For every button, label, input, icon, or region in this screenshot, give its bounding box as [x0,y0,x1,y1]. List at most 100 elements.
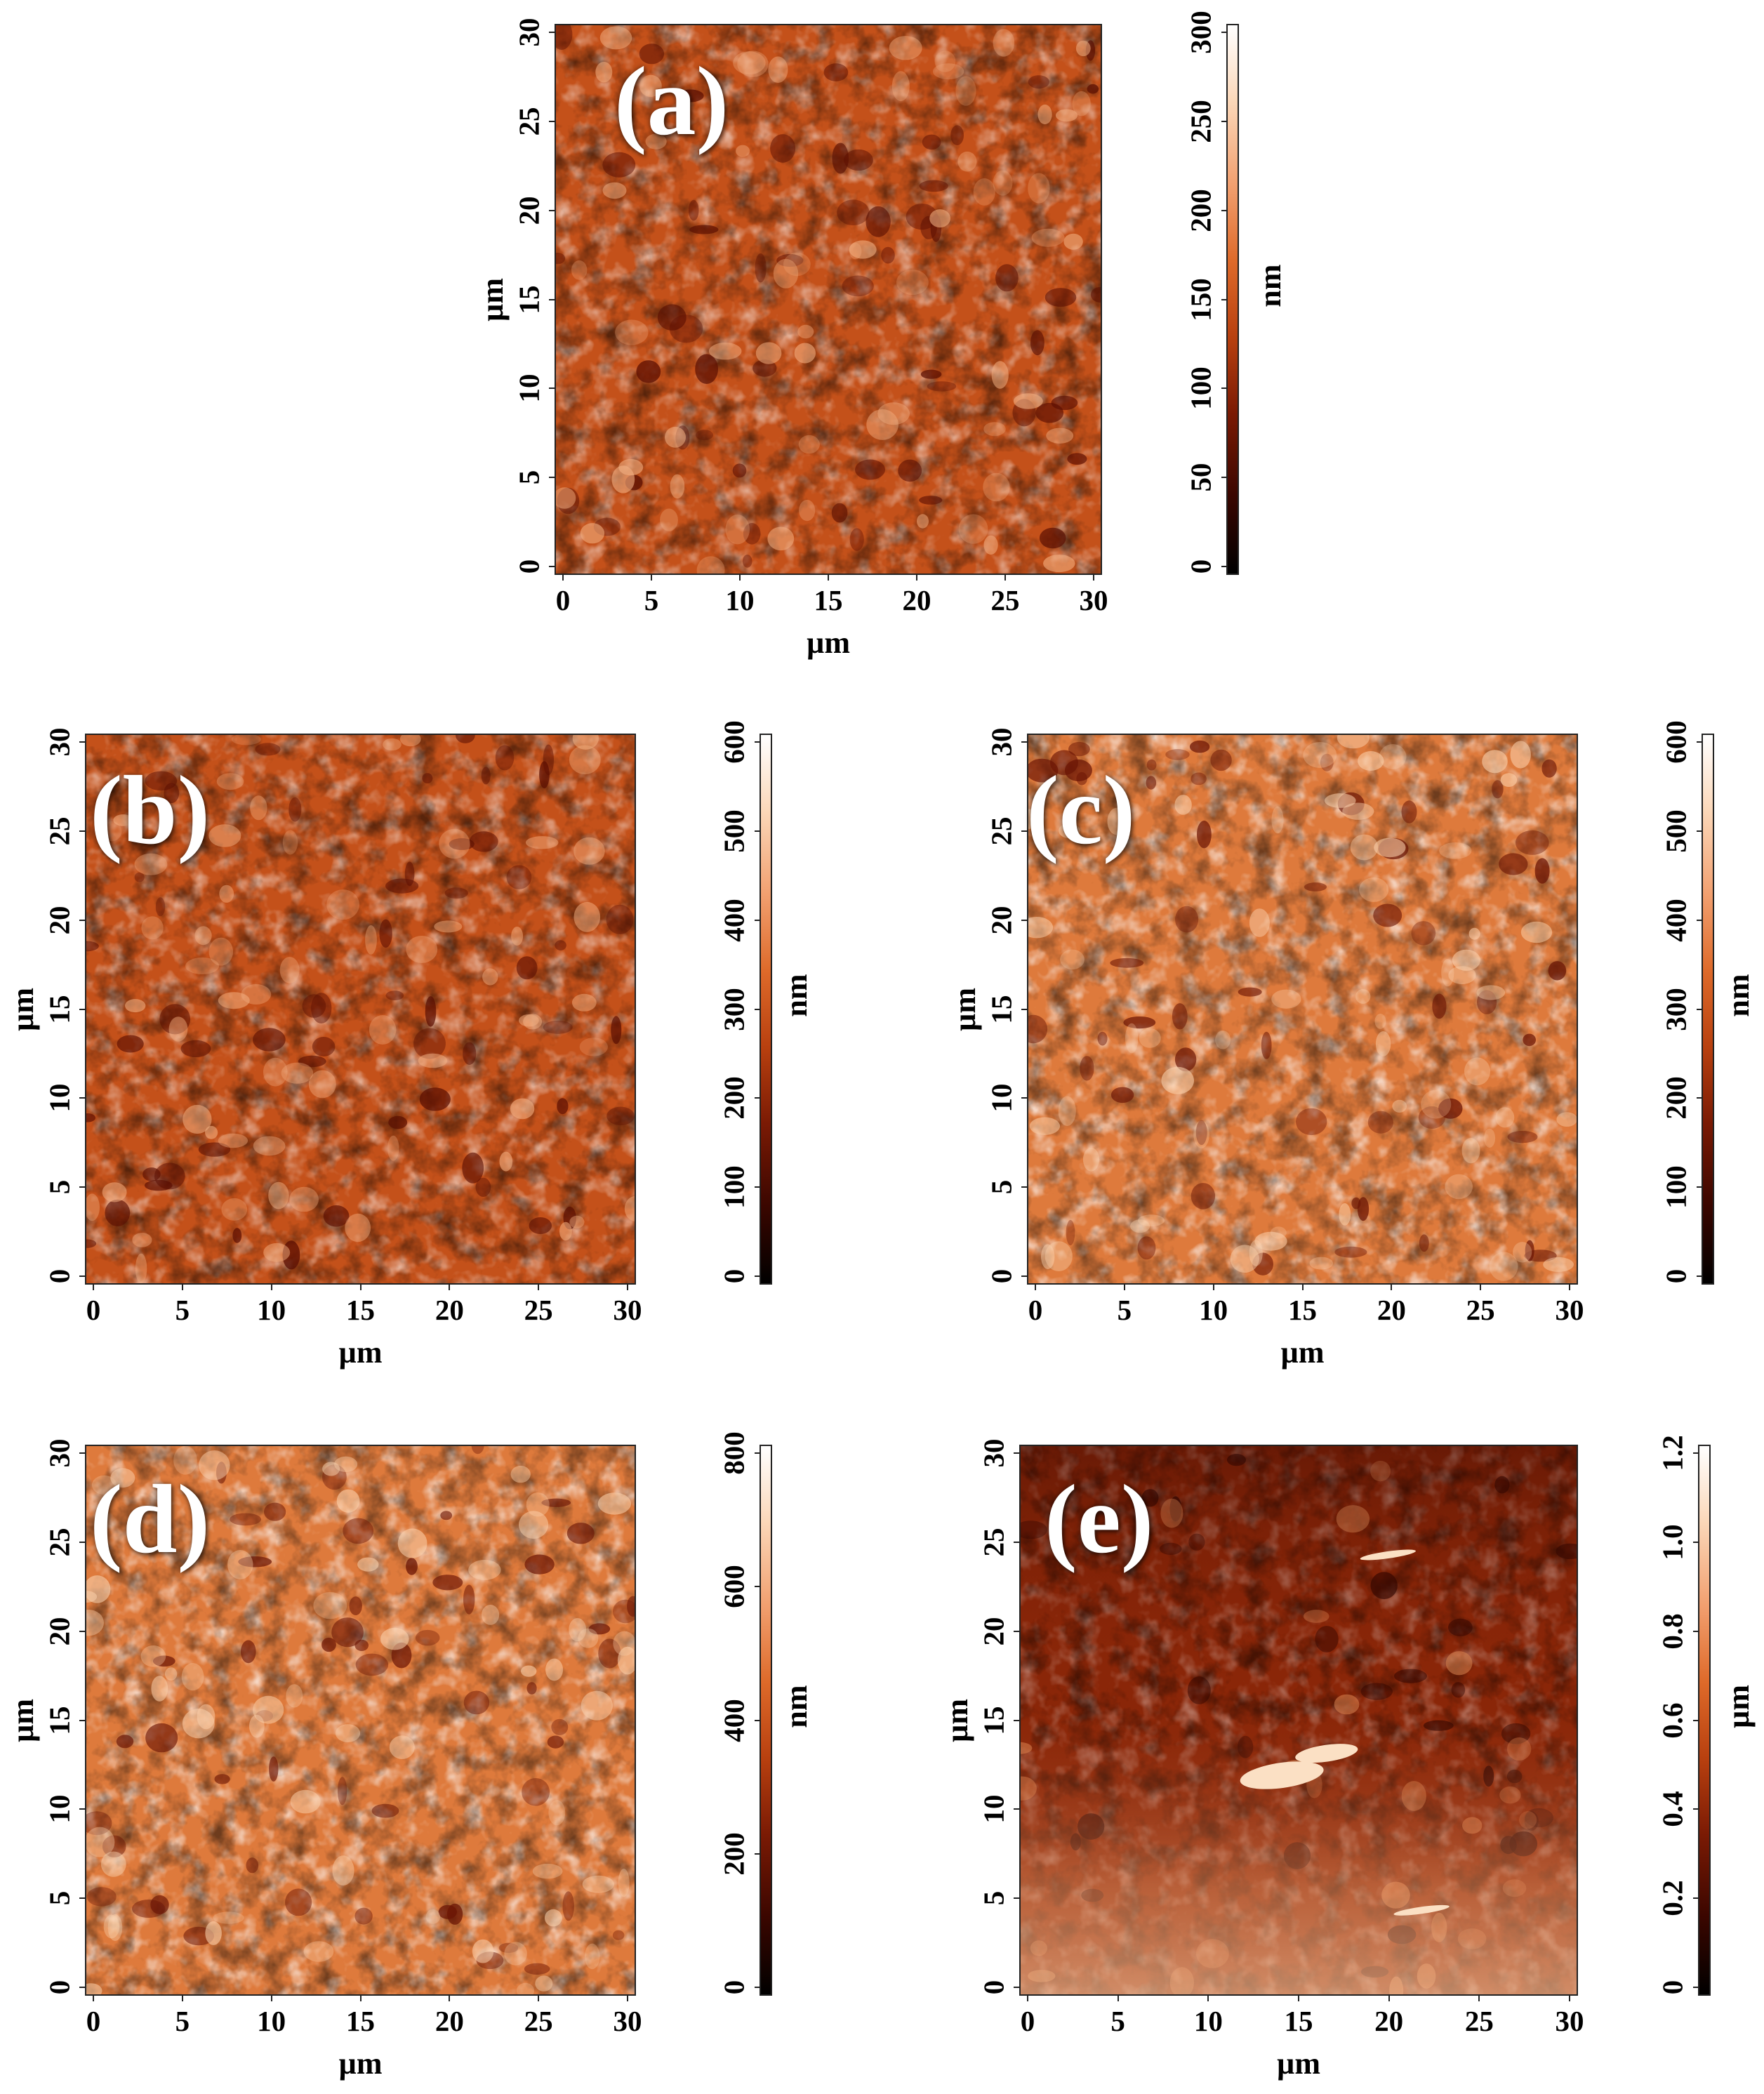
colorbar-tick-label: 250 [1184,100,1217,143]
y-tick-mark [79,1452,85,1454]
y-tick-mark [1014,1541,1019,1543]
plot-frame-c [1027,734,1578,1285]
y-tick-mark [1021,1008,1027,1010]
x-tick-label: 5 [644,584,659,616]
x-tick-mark [1123,1285,1125,1290]
colorbar-tick-mark [755,1853,760,1855]
x-tick-mark [627,1285,628,1290]
afm-surface-texture [1027,734,1578,1285]
x-tick-label: 20 [435,2005,464,2037]
x-tick-mark [538,1996,540,2001]
colorbar-tick-mark [755,741,760,743]
y-axis-title-c: µm [948,987,982,1031]
plot-frame-a [555,24,1102,575]
x-axis-title-e: µm [1276,2046,1321,2081]
y-tick-mark [1021,1097,1027,1099]
x-tick-label: 5 [175,2005,190,2037]
y-tick-label: 25 [43,1528,76,1557]
colorbar-tick-mark [1221,566,1226,567]
y-tick-mark [79,1541,85,1543]
colorbar-tick-mark [1693,1897,1698,1900]
colorbar-tick-mark [1693,1987,1698,1988]
y-tick-label: 0 [977,1980,1010,1995]
y-tick-mark [79,741,85,743]
y-tick-label: 10 [512,373,545,403]
colorbar-tick-label: 800 [717,1431,750,1475]
afm-surface-texture [555,24,1102,575]
colorbar-tick-mark [755,1275,760,1277]
x-axis-title-d: µm [338,2046,383,2081]
y-tick-mark [1014,1630,1019,1632]
x-tick-label: 0 [86,2005,101,2037]
colorbar-d [760,1445,772,1996]
colorbar-tick-label: 0.2 [1656,1880,1689,1916]
y-tick-mark [549,566,555,567]
x-tick-label: 30 [1555,1294,1584,1326]
x-tick-label: 15 [1288,1294,1317,1326]
y-tick-label: 20 [512,196,545,225]
x-axis-title-c: µm [1280,1335,1325,1370]
x-tick-mark [181,1996,183,2001]
colorbar-tick-mark [1697,1097,1702,1099]
x-tick-mark [1207,1996,1209,2001]
x-tick-mark [1388,1996,1390,2001]
x-tick-label: 20 [435,1294,464,1326]
colorbar-b [760,734,772,1285]
x-tick-mark [1035,1285,1036,1290]
y-tick-mark [79,919,85,921]
panel-label-a: (a) [614,47,729,156]
colorbar-tick-mark [1697,1186,1702,1188]
x-tick-label: 0 [1028,1294,1043,1326]
colorbar-tick-mark [1693,1541,1698,1543]
y-tick-mark [1021,1275,1027,1277]
y-tick-mark [1021,741,1027,743]
x-tick-mark [538,1285,540,1290]
x-tick-mark [1004,575,1006,581]
x-tick-mark [1027,1996,1028,2001]
y-tick-label: 15 [512,285,545,314]
colorbar-tick-mark [755,1008,760,1010]
y-tick-label: 0 [985,1268,1018,1284]
panel-label-b: (b) [90,756,211,865]
colorbar-tick-mark [755,1186,760,1188]
x-tick-mark [359,1285,362,1290]
x-tick-mark [828,575,829,581]
x-tick-label: 30 [1555,2005,1584,2037]
y-tick-mark [79,1808,85,1810]
colorbar-tick-mark [755,1987,760,1988]
y-tick-mark [1014,1452,1019,1454]
colorbar-tick-label: 0 [1184,559,1217,574]
x-tick-mark [449,1285,451,1290]
colorbar-tick-label: 0 [717,1980,750,1995]
colorbar-e [1698,1445,1711,1996]
x-tick-label: 25 [524,1294,553,1326]
x-tick-label: 0 [86,1294,101,1326]
x-tick-mark [1569,1285,1570,1290]
x-tick-mark [1212,1285,1214,1290]
x-tick-label: 15 [346,2005,375,2037]
colorbar-tick-label: 400 [717,898,750,942]
colorbar-tick-label: 600 [717,1565,750,1609]
colorbar-tick-mark [1693,1452,1698,1454]
colorbar-tick-label: 0.6 [1656,1702,1689,1739]
colorbar-tick-mark [1221,477,1226,479]
y-tick-mark [549,387,555,390]
afm-image-e [1019,1445,1578,1996]
y-tick-label: 5 [43,1179,76,1195]
y-tick-mark [79,1630,85,1632]
x-tick-label: 10 [1199,1294,1228,1326]
y-tick-label: 30 [977,1438,1010,1468]
y-tick-label: 0 [43,1980,76,1995]
colorbar-tick-label: 300 [717,987,750,1031]
x-tick-label: 10 [257,2005,286,2037]
y-tick-label: 30 [985,727,1018,757]
x-tick-label: 15 [346,1294,375,1326]
y-tick-mark [549,120,555,122]
colorbar-c [1702,734,1714,1285]
y-tick-mark [549,477,555,479]
y-tick-mark [1014,1808,1019,1810]
x-tick-mark [359,1996,362,2001]
x-tick-label: 0 [555,584,571,616]
plot-frame-b [85,734,636,1285]
x-tick-label: 20 [1374,2005,1404,2037]
